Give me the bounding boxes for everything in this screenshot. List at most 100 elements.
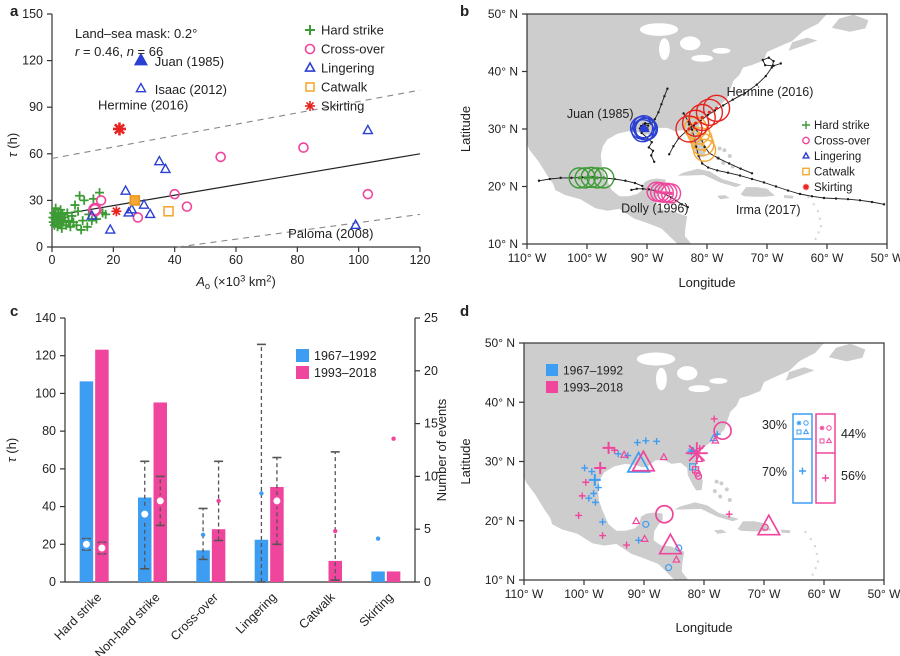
svg-text:15: 15 <box>424 417 438 431</box>
panel-c-bar-chart: 0 20 40 60 80 100 120 140 0 5 10 15 20 25 τ (h) Number … <box>4 303 449 656</box>
axes: 0 20 40 60 80 100 120 140 0 5 10 15 20 25 τ (h) Number … <box>4 311 449 656</box>
svg-text:60° W: 60° W <box>808 587 841 601</box>
svg-text:70° W: 70° W <box>748 587 781 601</box>
juan-track <box>638 87 669 163</box>
svg-text:Ao (×103 km2): Ao (×103 km2) <box>195 274 276 292</box>
svg-text:Lingering: Lingering <box>321 61 375 76</box>
svg-text:40° N: 40° N <box>485 395 515 409</box>
svg-text:0: 0 <box>49 575 56 589</box>
svg-text:40: 40 <box>168 253 182 267</box>
svg-text:5: 5 <box>424 522 431 536</box>
svg-text:Skirting: Skirting <box>357 590 396 629</box>
svg-text:1967–1992: 1967–1992 <box>314 349 377 363</box>
svg-text:1993–2018: 1993–2018 <box>563 381 623 395</box>
panel-b-track-map: 110° W 100° W 90° W 80° W 70° W 60° W 50° W 10°… <box>458 3 900 290</box>
legend: 1967–1992 1993–2018 <box>296 349 377 380</box>
panel-label: a <box>10 3 19 20</box>
circles-hard-strike <box>568 166 615 189</box>
svg-text:110° W: 110° W <box>505 587 544 601</box>
svg-text:90: 90 <box>29 100 43 114</box>
svg-text:120: 120 <box>35 349 56 363</box>
svg-text:Latitude: Latitude <box>458 438 473 484</box>
svg-text:50° N: 50° N <box>485 336 515 350</box>
svg-text:τ (h): τ (h) <box>5 133 20 157</box>
panel-label: b <box>460 3 469 20</box>
svg-text:50° W: 50° W <box>868 587 900 601</box>
svg-text:40° N: 40° N <box>488 65 518 79</box>
svg-text:Lingering: Lingering <box>814 151 861 163</box>
svg-text:120: 120 <box>410 253 431 267</box>
svg-text:Longitude: Longitude <box>678 275 735 290</box>
svg-text:150: 150 <box>22 7 43 21</box>
svg-text:20° N: 20° N <box>488 180 518 194</box>
svg-text:56%: 56% <box>841 469 866 483</box>
map-frame: 110° W 100° W 90° W 80° W 70° W 60° W 50° W 10°… <box>458 7 900 290</box>
bars <box>79 349 401 582</box>
svg-text:30° N: 30° N <box>485 455 515 469</box>
svg-text:100° W: 100° W <box>567 251 607 265</box>
circles-skirting <box>675 94 731 143</box>
svg-text:Longitude: Longitude <box>675 620 732 635</box>
svg-text:80° W: 80° W <box>691 251 724 265</box>
svg-text:20: 20 <box>42 537 56 551</box>
legend: 1967–1992 1993–2018 <box>546 364 623 395</box>
svg-text:Number of events: Number of events <box>434 398 449 501</box>
svg-text:Skirting: Skirting <box>814 182 852 194</box>
svg-text:1967–1992: 1967–1992 <box>563 364 623 378</box>
svg-text:a: a <box>10 3 19 20</box>
svg-text:100: 100 <box>35 386 56 400</box>
panel-d-landfall-map: 110° W 100° W 90° W 80° W 70° W 60° W 50° W 10°… <box>458 303 900 635</box>
svg-text:80: 80 <box>290 253 304 267</box>
svg-text:30: 30 <box>29 193 43 207</box>
fit-lines <box>51 89 421 248</box>
bars-0 <box>79 381 385 582</box>
tau-error-bars <box>80 343 396 583</box>
circles-catwalk <box>683 116 717 162</box>
svg-text:90° W: 90° W <box>631 251 664 265</box>
svg-text:Juan (1985): Juan (1985) <box>155 54 224 69</box>
panel-a-scatter-chart: 0 20 40 60 80 100 120 0 30 60 90 120 150 Ao (×103 km2… <box>5 3 430 291</box>
svg-text:Hermine (2016): Hermine (2016) <box>727 85 814 99</box>
svg-text:Paloma (2008): Paloma (2008) <box>288 226 373 241</box>
landfall-markers <box>575 415 782 572</box>
map-land <box>524 343 866 580</box>
svg-text:80° W: 80° W <box>688 587 721 601</box>
svg-text:Lingering: Lingering <box>233 590 279 636</box>
in-plot-text: Land–sea mask: 0.2° r = 0.46, n = 66 <box>75 26 197 59</box>
svg-text:20° N: 20° N <box>485 514 515 528</box>
svg-text:25: 25 <box>424 311 438 325</box>
svg-text:Hermine (2016): Hermine (2016) <box>98 98 188 113</box>
series-skirting <box>111 122 126 217</box>
svg-text:60° W: 60° W <box>811 251 844 265</box>
svg-text:20: 20 <box>424 364 438 378</box>
svg-text:30° N: 30° N <box>488 122 518 136</box>
svg-text:50° N: 50° N <box>488 7 518 21</box>
series-catwalk <box>129 195 174 217</box>
svg-text:100: 100 <box>348 253 369 267</box>
svg-text:Cross-over: Cross-over <box>814 136 870 148</box>
series-cross-over <box>88 142 374 223</box>
svg-text:r = 0.46, n = 66: r = 0.46, n = 66 <box>75 44 163 59</box>
svg-text:60: 60 <box>229 253 243 267</box>
svg-text:60: 60 <box>42 462 56 476</box>
svg-text:100° W: 100° W <box>564 587 604 601</box>
panel-label: d <box>460 303 469 320</box>
svg-text:Land–sea mask: 0.2°: Land–sea mask: 0.2° <box>75 26 197 41</box>
svg-text:b: b <box>460 3 469 20</box>
svg-text:0: 0 <box>36 240 43 254</box>
svg-text:Catwalk: Catwalk <box>321 80 368 95</box>
svg-text:0: 0 <box>49 253 56 267</box>
svg-text:120: 120 <box>22 54 43 68</box>
svg-text:Dolly (1996): Dolly (1996) <box>621 201 688 215</box>
legend: Hard strike Cross-over Lingering Catwalk Ski… <box>304 23 385 114</box>
storm-circles <box>568 94 731 204</box>
axes: 0 20 40 60 80 100 120 0 30 60 90 120 150 Ao (×103 km2… <box>5 7 430 291</box>
svg-text:Cross-over: Cross-over <box>321 42 385 57</box>
svg-text:40: 40 <box>42 500 56 514</box>
panel-label: c <box>10 303 18 320</box>
svg-text:80: 80 <box>42 424 56 438</box>
svg-text:110° W: 110° W <box>508 251 547 265</box>
svg-text:Skirting: Skirting <box>321 99 364 114</box>
svg-text:τ (h): τ (h) <box>4 438 19 462</box>
